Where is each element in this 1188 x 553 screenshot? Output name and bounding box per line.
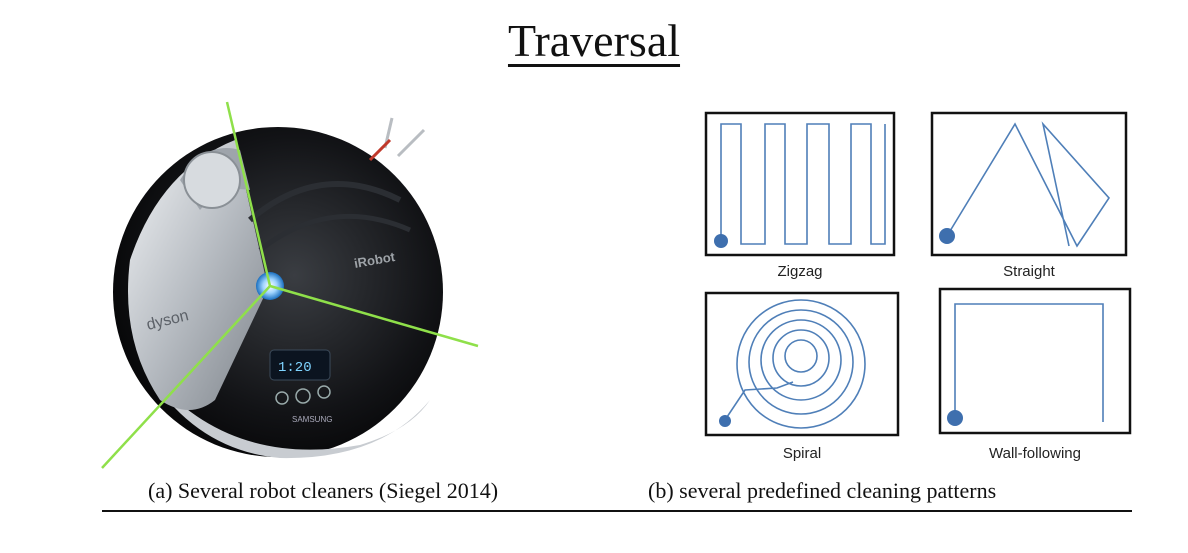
straight-label: Straight — [1003, 263, 1055, 280]
samsung-brand: SAMSUNG — [292, 415, 332, 424]
side-brush — [368, 138, 392, 162]
divider-line — [101, 285, 271, 469]
robot-rim — [140, 360, 430, 459]
dyson-shell — [128, 140, 268, 410]
horizontal-rule — [102, 510, 1132, 512]
robot-cleaners-figure: dyson iRobot 1:20 SAMSUNG — [101, 101, 479, 469]
spiral-label: Spiral — [782, 445, 822, 462]
samsung-button — [275, 391, 289, 405]
samsung-display-digits: 1:20 — [278, 360, 312, 376]
wall-following-pattern — [938, 287, 1132, 435]
samsung-display — [269, 349, 331, 381]
zigzag-pattern — [704, 111, 896, 257]
slide-title: Traversal — [507, 15, 681, 66]
zigzag-label: Zigzag — [777, 263, 823, 280]
straight-pattern — [930, 111, 1128, 257]
divider-line — [269, 284, 479, 348]
dyson-dome — [183, 151, 241, 209]
side-brush — [396, 128, 426, 158]
irobot-brand: iRobot — [353, 249, 397, 271]
irobot-groove — [258, 213, 412, 252]
samsung-button — [317, 385, 331, 399]
samsung-button — [295, 388, 311, 404]
divider-line — [225, 101, 272, 287]
caption-cleaning-patterns: (b) several predefined cleaning patterns — [648, 478, 997, 503]
wall-following-label: Wall-following — [989, 445, 1081, 462]
spiral-pattern — [704, 291, 900, 437]
caption-robot-cleaners: (a) Several robot cleaners (Siegel 2014) — [148, 478, 499, 503]
irobot-groove — [248, 181, 402, 223]
